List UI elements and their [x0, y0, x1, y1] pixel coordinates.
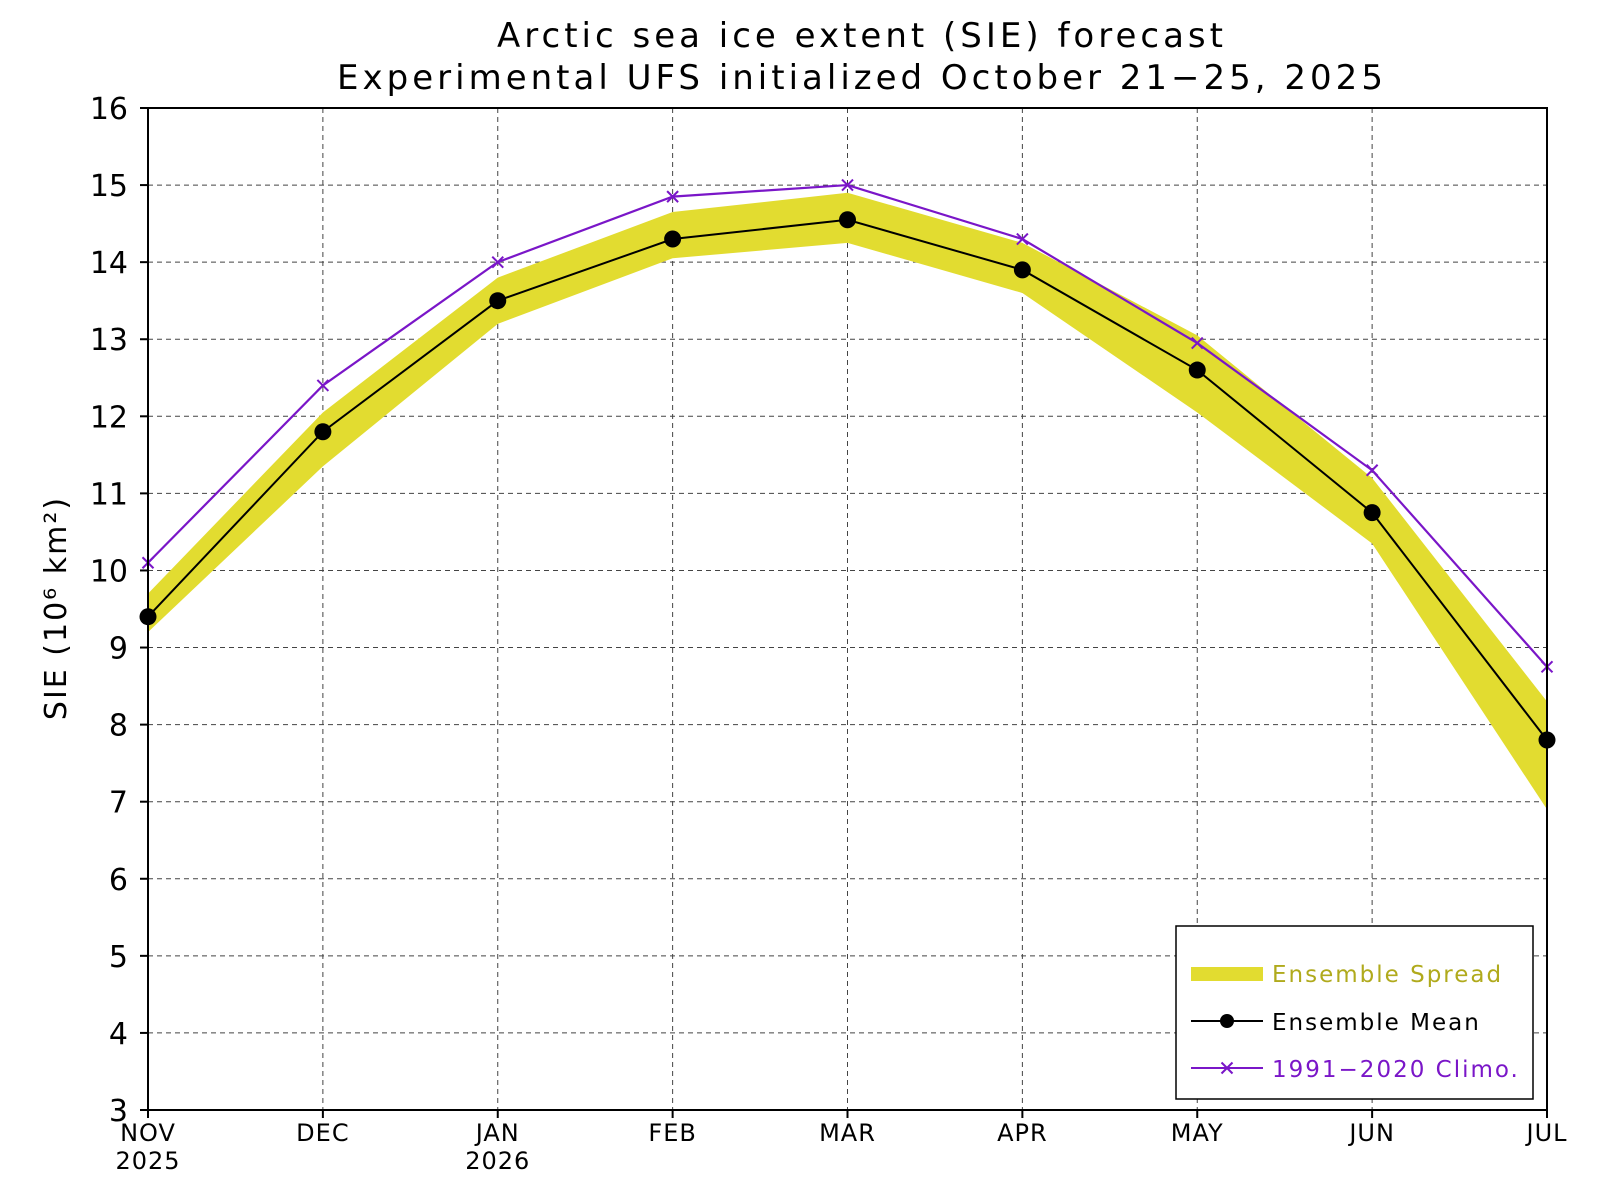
climatology-point — [1191, 336, 1204, 350]
x-tick-label: JUL — [1524, 1119, 1567, 1147]
climatology-point — [666, 190, 679, 203]
legend-box — [1175, 925, 1534, 1100]
y-tick-label: 13 — [90, 323, 128, 358]
ensemble-mean-point — [489, 292, 507, 310]
chart-title: Arctic sea ice extent (SIE) forecast — [497, 16, 1227, 56]
ensemble-mean-point — [1188, 361, 1206, 379]
ensemble-mean-point — [1363, 504, 1381, 522]
legend-label-ensemble-mean: Ensemble Mean — [1272, 1010, 1481, 1036]
ensemble-mean-point — [664, 230, 682, 248]
y-tick-label: 5 — [109, 940, 128, 975]
legend-label-climatology: 1991−2020 Climo. — [1272, 1057, 1520, 1083]
y-tick-label: 16 — [90, 92, 128, 127]
x-tick-label: JAN — [474, 1119, 520, 1147]
chart-subtitle: Experimental UFS initialized October 21−… — [337, 58, 1387, 98]
y-tick-label: 10 — [90, 554, 128, 589]
legend-climo-marker — [1220, 1061, 1234, 1075]
legend-spread-swatch — [1191, 967, 1263, 981]
ensemble-mean-point — [839, 211, 856, 229]
y-axis-ticks: 3 4 5 6 7 8 9 10 11 12 13 14 15 16 — [90, 92, 148, 1129]
y-tick-label: 4 — [109, 1017, 128, 1052]
y-tick-label: 12 — [90, 400, 128, 435]
legend: Ensemble Spread Ensemble Mean 1991−2020 … — [1175, 925, 1534, 1100]
y-tick-label: 3 — [109, 1094, 128, 1129]
y-tick-label: 8 — [109, 709, 128, 744]
ensemble-spread-band-layer — [148, 192, 1547, 810]
ensemble-spread-band — [148, 192, 1547, 810]
climatology-point — [841, 178, 854, 192]
y-tick-label: 15 — [90, 169, 128, 204]
x-tick-label: APR — [997, 1119, 1048, 1147]
climatology-point — [1016, 232, 1029, 246]
y-tick-label: 9 — [109, 632, 128, 667]
x-tick-label: FEB — [648, 1119, 696, 1147]
x-tick-year-label: 2026 — [465, 1147, 530, 1175]
y-tick-label: 11 — [90, 477, 128, 512]
x-tick-label: DEC — [296, 1119, 349, 1147]
y-tick-label: 14 — [90, 246, 128, 281]
climatology-point — [316, 379, 330, 392]
climatology-point — [1365, 464, 1379, 477]
ensemble-mean-point — [314, 423, 332, 441]
climatology-point — [491, 255, 504, 269]
x-tick-label: NOV — [120, 1119, 176, 1147]
y-axis-label: SIE (10⁶ km²) — [39, 496, 74, 720]
x-tick-label: MAY — [1171, 1119, 1224, 1147]
ensemble-mean-point — [1013, 261, 1031, 279]
y-tick-label: 7 — [109, 786, 128, 821]
legend-label-ensemble-spread: Ensemble Spread — [1272, 962, 1503, 988]
x-tick-year-label: 2025 — [115, 1147, 180, 1175]
y-tick-label: 6 — [109, 863, 128, 898]
x-tick-label: JUN — [1347, 1119, 1395, 1147]
legend-climo-x — [1220, 1061, 1234, 1075]
legend-mean-marker — [1220, 1014, 1234, 1028]
x-tick-label: MAR — [819, 1119, 876, 1147]
